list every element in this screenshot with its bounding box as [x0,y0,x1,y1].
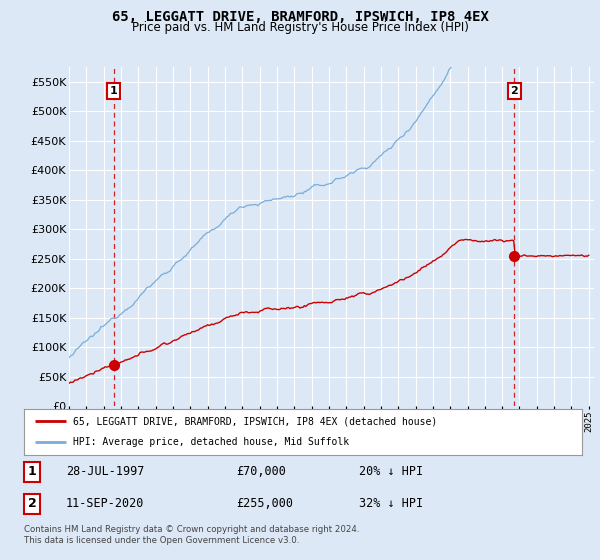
Text: Price paid vs. HM Land Registry's House Price Index (HPI): Price paid vs. HM Land Registry's House … [131,21,469,34]
Text: 32% ↓ HPI: 32% ↓ HPI [359,497,423,510]
Text: 65, LEGGATT DRIVE, BRAMFORD, IPSWICH, IP8 4EX (detached house): 65, LEGGATT DRIVE, BRAMFORD, IPSWICH, IP… [73,416,437,426]
Text: £255,000: £255,000 [236,497,293,510]
Text: 1: 1 [110,86,118,96]
Text: 2: 2 [511,86,518,96]
Text: HPI: Average price, detached house, Mid Suffolk: HPI: Average price, detached house, Mid … [73,437,349,447]
Text: 1: 1 [28,465,37,478]
Text: Contains HM Land Registry data © Crown copyright and database right 2024.
This d: Contains HM Land Registry data © Crown c… [24,525,359,545]
Text: 28-JUL-1997: 28-JUL-1997 [66,465,144,478]
Text: 65, LEGGATT DRIVE, BRAMFORD, IPSWICH, IP8 4EX: 65, LEGGATT DRIVE, BRAMFORD, IPSWICH, IP… [112,10,488,24]
Text: £70,000: £70,000 [236,465,286,478]
Text: 11-SEP-2020: 11-SEP-2020 [66,497,144,510]
Text: 2: 2 [28,497,37,510]
Text: 20% ↓ HPI: 20% ↓ HPI [359,465,423,478]
